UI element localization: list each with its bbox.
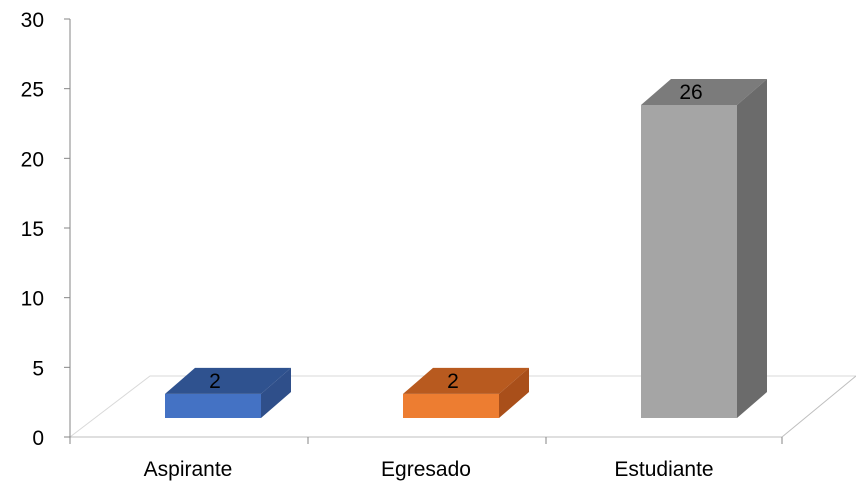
bar-top [165,367,291,394]
y-tick-label: 10 [21,288,44,311]
x-category-label: Aspirante [144,458,233,481]
y-tick-label: 20 [21,148,44,171]
data-label: 26 [679,81,702,104]
bar-egresado [403,367,529,418]
y-tick-label: 30 [21,9,44,32]
bar-side [499,367,529,418]
chart-bars [165,79,767,419]
bar-estudiante [641,79,767,419]
bar-top [641,79,767,106]
chart-labels: 2 Aspirante 2 Egresado 26 Estudiante [144,81,714,481]
y-tick-label: 5 [32,357,44,380]
chart-axes: 0 5 10 15 20 25 30 [21,9,783,450]
data-label: 2 [447,370,459,393]
bar-front [403,393,499,418]
bar-side [737,79,767,419]
y-tick-label: 25 [21,79,44,102]
x-category-label: Egresado [381,458,471,481]
data-label: 2 [209,370,221,393]
floor-back-edge [69,375,856,438]
bar-front [641,105,737,419]
bar-side [261,367,291,418]
x-category-label: Estudiante [614,458,713,481]
bar-top [403,367,529,394]
y-tick-label: 15 [21,218,44,241]
bar-aspirante [165,367,291,418]
bar-front [165,393,261,418]
y-tick-label: 0 [32,427,44,450]
